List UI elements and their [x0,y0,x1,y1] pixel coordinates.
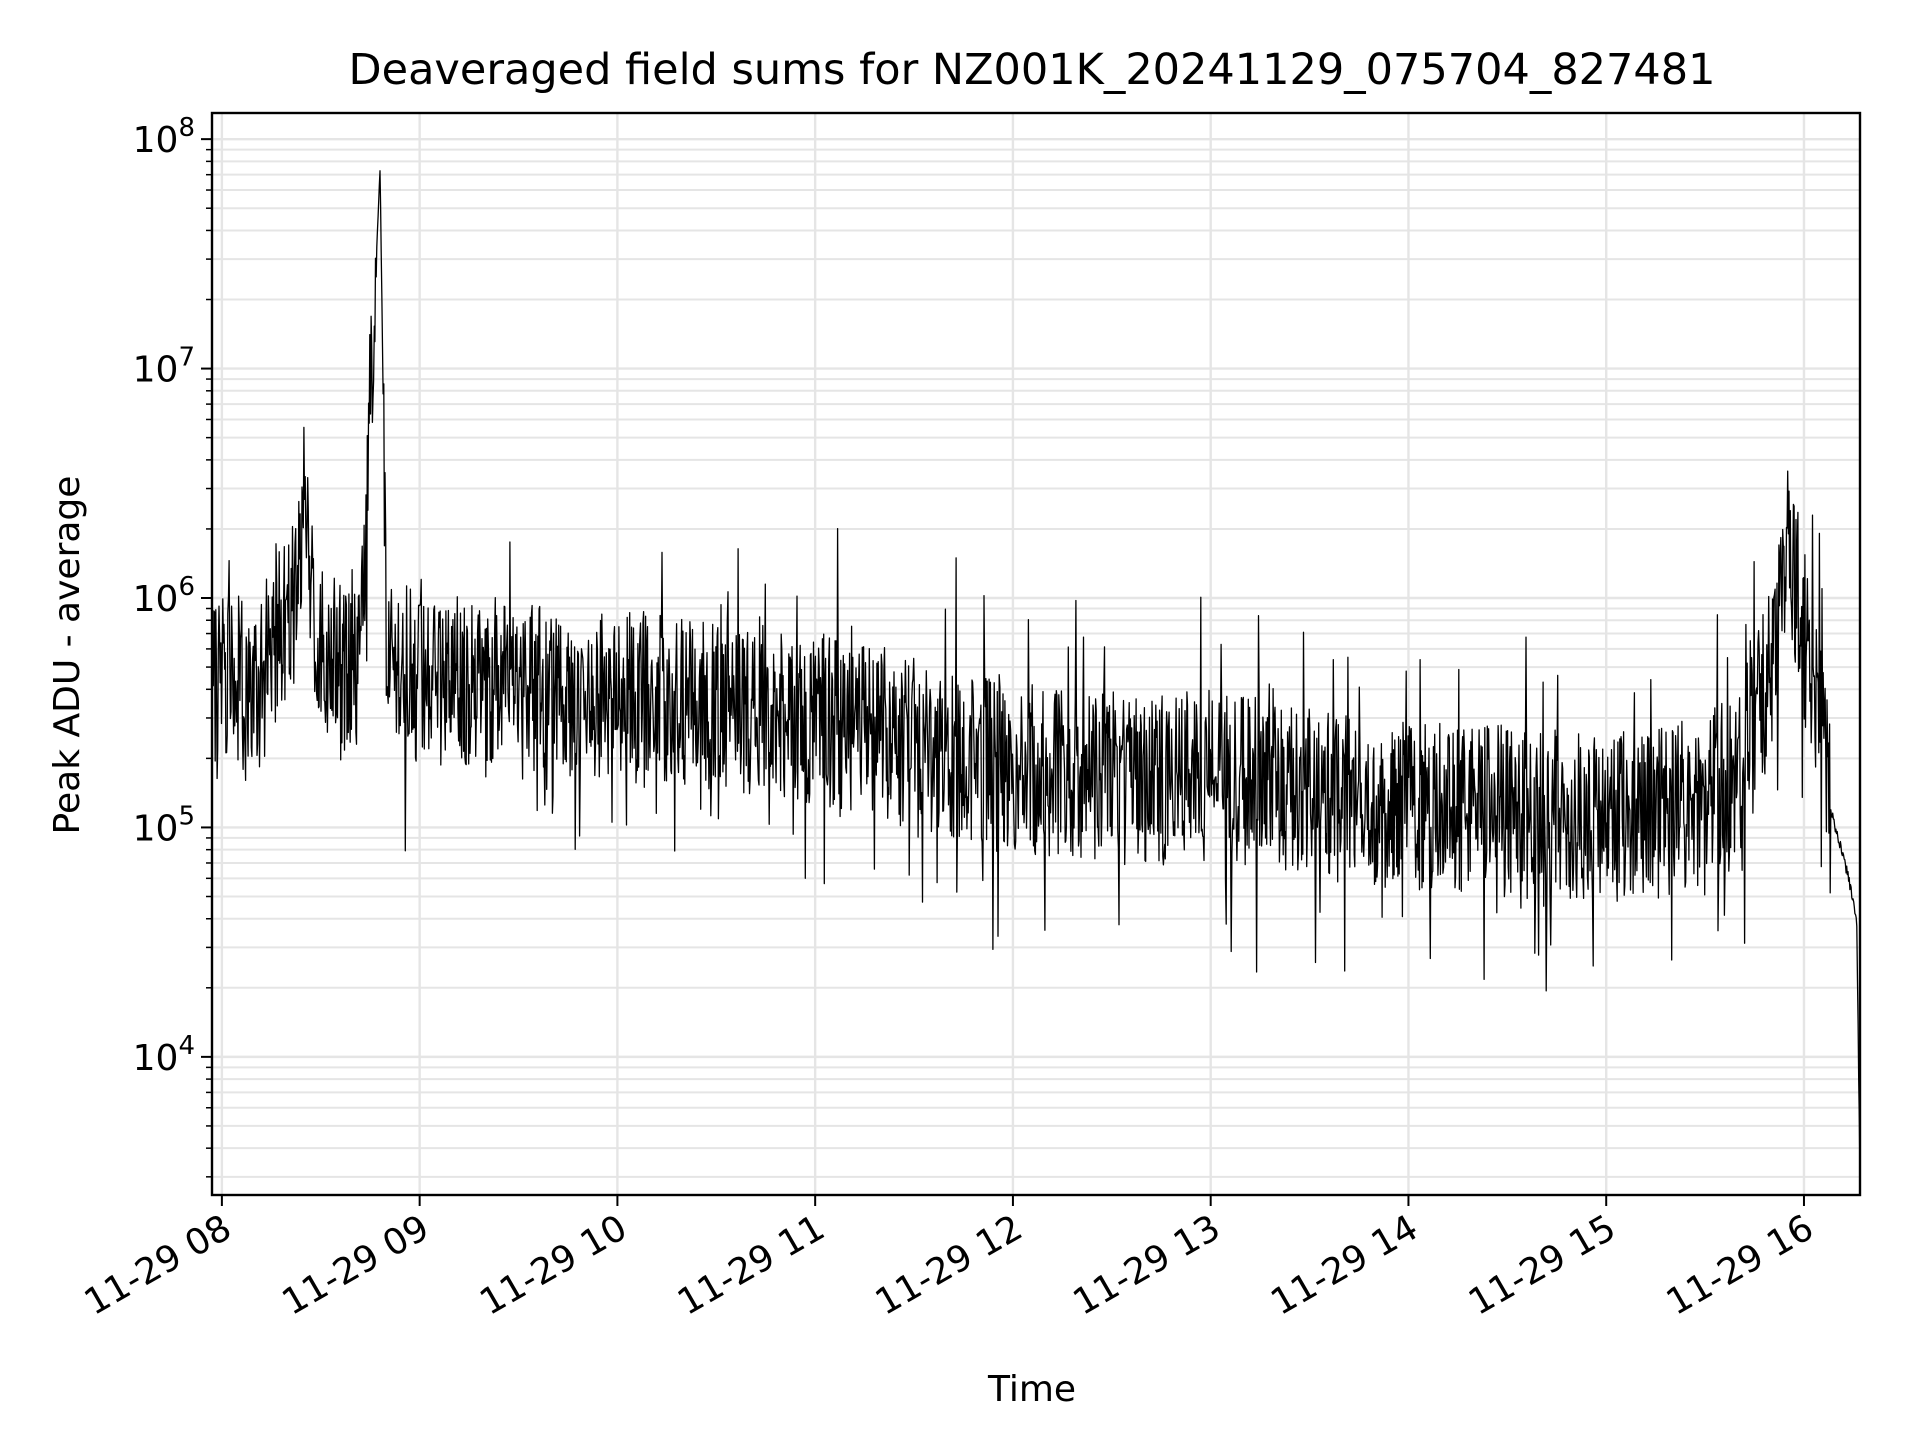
y-tick-label: 107 [133,343,195,391]
y-tick-exponent: 5 [178,801,195,831]
y-tick-label: 104 [133,1031,195,1079]
y-tick-label: 106 [133,572,195,620]
x-axis-label: Time [987,1369,1076,1410]
y-tick-label: 105 [133,801,195,849]
y-tick-base: 10 [133,808,179,849]
series-line [211,170,1861,1179]
y-tick-label: 108 [133,113,195,161]
plot-frame [210,111,1862,1197]
chart-title: Deaveraged field sums for NZ001K_2024112… [349,45,1716,95]
y-tick-exponent: 6 [178,572,195,602]
y-tick-base: 10 [133,579,179,620]
y-tick-base: 10 [133,350,179,391]
y-tick-base: 10 [133,1038,179,1079]
y-tick-base: 10 [133,120,179,161]
minor-grid [212,148,1860,1178]
y-tick-exponent: 8 [178,113,195,143]
y-tick-exponent: 7 [178,343,195,373]
y-axis-label: Peak ADU - average [47,476,88,835]
y-tick-exponent: 4 [178,1031,195,1061]
